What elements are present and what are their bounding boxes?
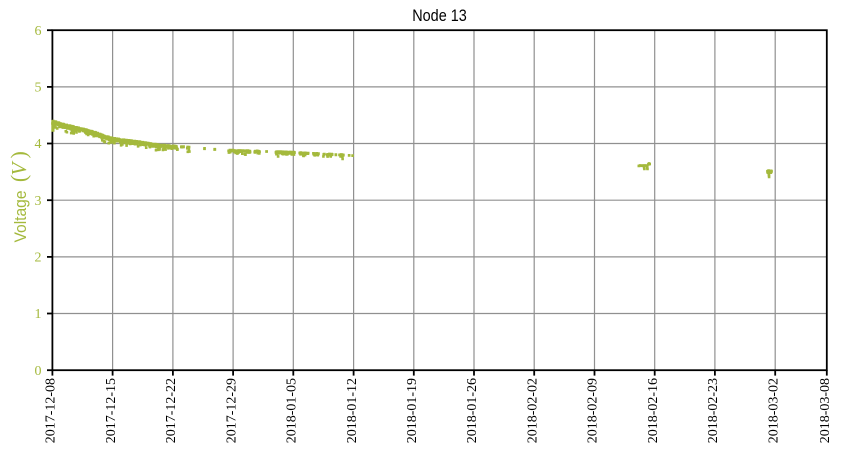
svg-text:2018-03-02: 2018-03-02	[766, 378, 781, 443]
svg-text:2018-02-16: 2018-02-16	[646, 378, 661, 443]
svg-text:Voltage: Voltage	[11, 191, 30, 243]
svg-text:2018-02-23: 2018-02-23	[706, 378, 721, 443]
svg-text:2018-02-02: 2018-02-02	[525, 378, 540, 443]
svg-text:2018-02-09: 2018-02-09	[586, 378, 601, 443]
svg-text:2017-12-29: 2017-12-29	[224, 378, 239, 443]
svg-text:4: 4	[35, 137, 42, 152]
svg-text:6: 6	[35, 24, 42, 39]
svg-text:2018-01-12: 2018-01-12	[345, 378, 360, 443]
svg-text:2018-01-26: 2018-01-26	[465, 378, 480, 443]
svg-text:5: 5	[35, 81, 42, 96]
svg-text:2018-03-08: 2018-03-08	[818, 378, 833, 443]
svg-text:2017-12-15: 2017-12-15	[104, 378, 119, 443]
svg-text:0: 0	[35, 364, 42, 379]
svg-text:): )	[6, 151, 31, 158]
svg-text:3: 3	[35, 194, 42, 209]
svg-text:1: 1	[35, 307, 42, 322]
svg-text:2: 2	[35, 251, 42, 266]
svg-text:2017-12-08: 2017-12-08	[44, 378, 59, 443]
svg-text:V: V	[7, 161, 31, 176]
svg-text:2017-12-22: 2017-12-22	[164, 378, 179, 443]
svg-text:Node 13: Node 13	[412, 7, 467, 25]
svg-text:2018-01-05: 2018-01-05	[285, 378, 300, 443]
svg-text:(: (	[6, 175, 31, 182]
svg-text:2018-01-19: 2018-01-19	[405, 378, 420, 443]
